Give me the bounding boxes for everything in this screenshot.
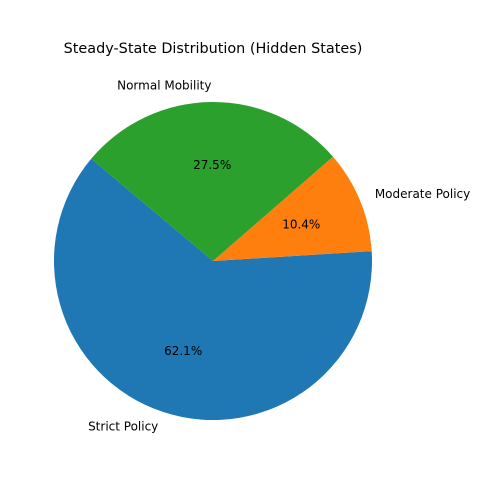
pie-slice-normal-mobility [91,102,333,261]
slice-label-normal-mobility: Normal Mobility [117,79,211,93]
slice-percent-normal-mobility: 27.5% [193,158,231,172]
pie-labels: Strict Policy 62.1% Moderate Policy 10.4% No… [88,79,470,434]
pie-slice-moderate-policy [213,156,372,261]
pie-slice-strict-policy [53,158,372,421]
chart-title: Steady-State Distribution (Hidden States… [64,41,363,57]
pie-slices [53,102,372,421]
slice-label-strict-policy: Strict Policy [88,420,158,434]
slice-percent-moderate-policy: 10.4% [282,217,320,231]
slice-label-moderate-policy: Moderate Policy [375,187,470,201]
slice-percent-strict-policy: 62.1% [164,344,202,358]
